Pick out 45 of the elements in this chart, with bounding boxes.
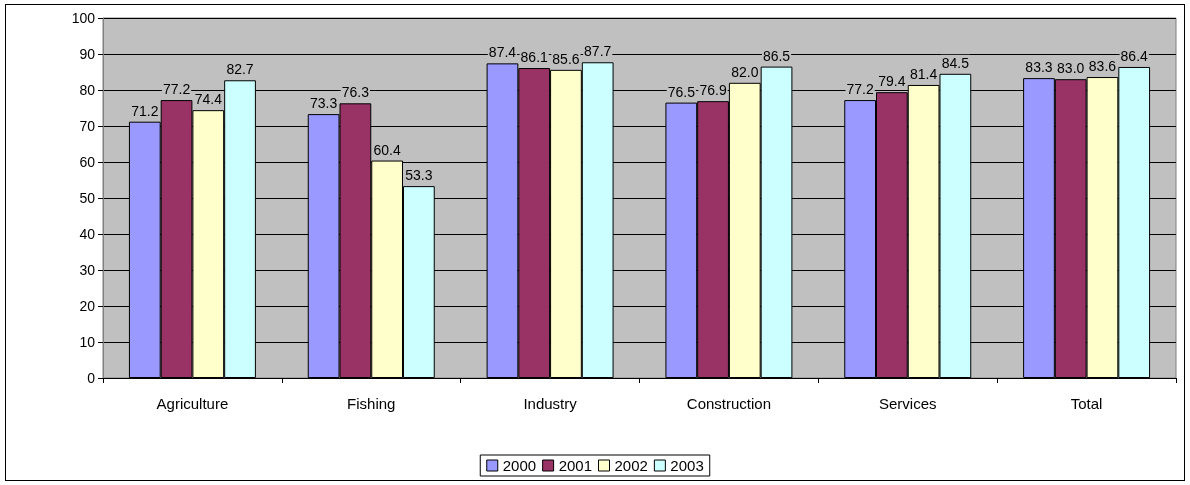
y-tick-label: 20 <box>79 298 96 314</box>
data-label: 86.1 <box>520 49 549 66</box>
y-tick-label: 10 <box>79 334 96 350</box>
data-label: 77.2 <box>846 81 874 98</box>
data-label: 53.3 <box>405 167 433 184</box>
y-tick-label: 100 <box>71 10 96 26</box>
data-label: 81.4 <box>910 65 938 82</box>
data-label: 71.2 <box>131 102 159 119</box>
x-tick-label: Fishing <box>347 395 396 412</box>
data-label: 74.4 <box>194 91 223 108</box>
y-tick-label: 90 <box>79 46 96 62</box>
legend-label: 2000 <box>502 457 537 474</box>
data-label: 82.7 <box>226 61 254 78</box>
data-label: 60.4 <box>373 141 401 158</box>
data-label: 76.3 <box>341 84 370 101</box>
data-label: 87.7 <box>584 43 612 60</box>
data-label: 76.9 <box>699 82 727 99</box>
legend-label: 2003 <box>670 457 704 474</box>
data-label: 86.5 <box>762 47 791 64</box>
data-label: 79.4 <box>878 73 906 90</box>
x-tick-label: Services <box>878 395 937 412</box>
data-label: 84.5 <box>941 54 970 71</box>
y-tick-label: 60 <box>79 154 96 170</box>
data-label: 83.0 <box>1057 60 1085 77</box>
x-tick-label: Total <box>1070 395 1103 412</box>
data-label: 82.0 <box>731 63 759 80</box>
y-tick-label: 30 <box>79 262 96 278</box>
y-tick-label: 40 <box>79 226 96 242</box>
data-label: 83.3 <box>1025 59 1053 76</box>
y-tick-label: 0 <box>87 370 96 386</box>
legend-label: 2002 <box>614 457 648 474</box>
data-label: 76.5 <box>667 83 696 100</box>
legend-label: 2001 <box>558 457 593 474</box>
data-label: 77.2 <box>162 81 191 98</box>
y-tick-label: 70 <box>79 118 96 134</box>
data-label: 83.6 <box>1088 58 1117 75</box>
x-tick-label: Agriculture <box>156 395 229 412</box>
x-tick-label: Industry <box>523 395 578 412</box>
data-label: 86.4 <box>1120 47 1149 64</box>
y-tick-label: 80 <box>79 82 96 98</box>
y-tick-label: 50 <box>79 190 96 206</box>
data-label: 85.6 <box>552 50 580 67</box>
data-label: 73.3 <box>310 95 338 112</box>
x-tick-label: Construction <box>686 395 772 412</box>
data-label: 87.4 <box>488 44 517 61</box>
